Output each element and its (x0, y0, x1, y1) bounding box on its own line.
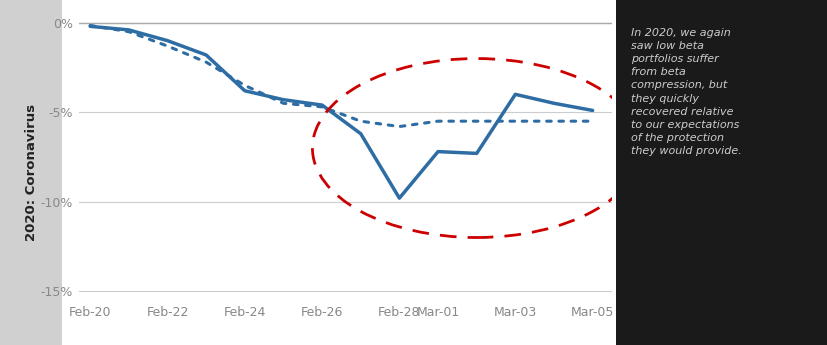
Text: In 2020, we again
saw low beta
portfolios suffer
from beta
compression, but
they: In 2020, we again saw low beta portfolio… (631, 28, 742, 156)
Text: 2020: Coronavirus: 2020: Coronavirus (25, 104, 37, 241)
